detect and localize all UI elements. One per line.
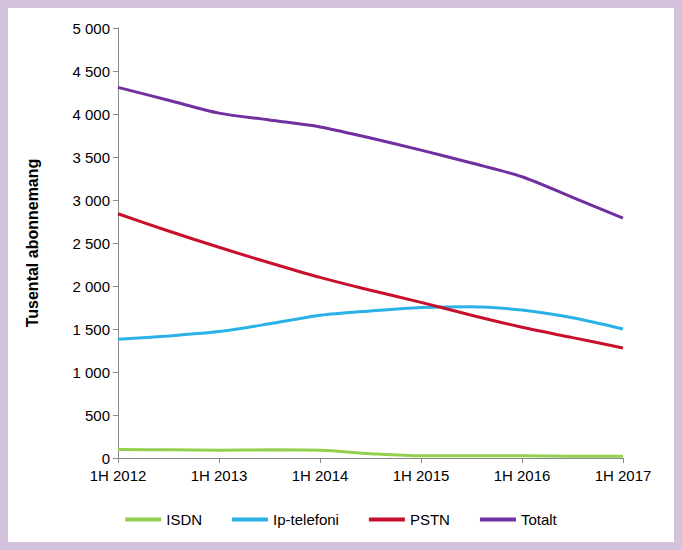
svg-text:3 000: 3 000 [72,192,110,209]
svg-text:1H 2016: 1H 2016 [494,467,551,484]
svg-text:Tusental abonnemang: Tusental abonnemang [24,159,41,328]
svg-text:3 500: 3 500 [72,149,110,166]
svg-text:5 000: 5 000 [72,20,110,37]
svg-text:Ip-telefoni: Ip-telefoni [273,511,339,528]
svg-text:ISDN: ISDN [166,511,202,528]
svg-text:Totalt: Totalt [521,511,558,528]
svg-text:4 000: 4 000 [72,106,110,123]
svg-text:PSTN: PSTN [410,511,450,528]
svg-text:1H 2015: 1H 2015 [393,467,450,484]
svg-text:4 500: 4 500 [72,63,110,80]
svg-text:1H 2013: 1H 2013 [191,467,248,484]
svg-text:1H 2014: 1H 2014 [292,467,349,484]
svg-text:1H 2017: 1H 2017 [595,467,652,484]
svg-text:0: 0 [102,450,110,467]
svg-text:1 500: 1 500 [72,321,110,338]
svg-text:1 000: 1 000 [72,364,110,381]
svg-text:2 000: 2 000 [72,278,110,295]
svg-text:500: 500 [85,407,110,424]
svg-text:2 500: 2 500 [72,235,110,252]
svg-text:1H 2012: 1H 2012 [90,467,147,484]
